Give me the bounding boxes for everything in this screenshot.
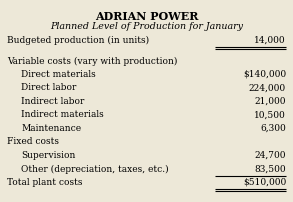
Text: Total plant costs: Total plant costs [7, 177, 83, 186]
Text: Indirect labor: Indirect labor [21, 97, 84, 105]
Text: Planned Level of Production for January: Planned Level of Production for January [50, 22, 243, 31]
Text: Supervision: Supervision [21, 150, 75, 159]
Text: 83,500: 83,500 [254, 164, 286, 173]
Text: 224,000: 224,000 [249, 83, 286, 92]
Text: Other (depreciation, taxes, etc.): Other (depreciation, taxes, etc.) [21, 164, 169, 173]
Text: Direct labor: Direct labor [21, 83, 76, 92]
Text: Variable costs (vary with production): Variable costs (vary with production) [7, 56, 177, 65]
Text: Budgeted production (in units): Budgeted production (in units) [7, 36, 149, 45]
Text: Indirect materials: Indirect materials [21, 110, 104, 119]
Text: Fixed costs: Fixed costs [7, 137, 59, 146]
Text: 24,700: 24,700 [255, 150, 286, 159]
Text: $140,000: $140,000 [243, 70, 286, 79]
Text: $510,000: $510,000 [243, 177, 286, 186]
Text: 14,000: 14,000 [254, 36, 286, 45]
Text: 21,000: 21,000 [255, 97, 286, 105]
Text: ADRIAN POWER: ADRIAN POWER [95, 11, 198, 22]
Text: Direct materials: Direct materials [21, 70, 96, 79]
Text: 10,500: 10,500 [254, 110, 286, 119]
Text: 6,300: 6,300 [260, 123, 286, 132]
Text: Maintenance: Maintenance [21, 123, 81, 132]
